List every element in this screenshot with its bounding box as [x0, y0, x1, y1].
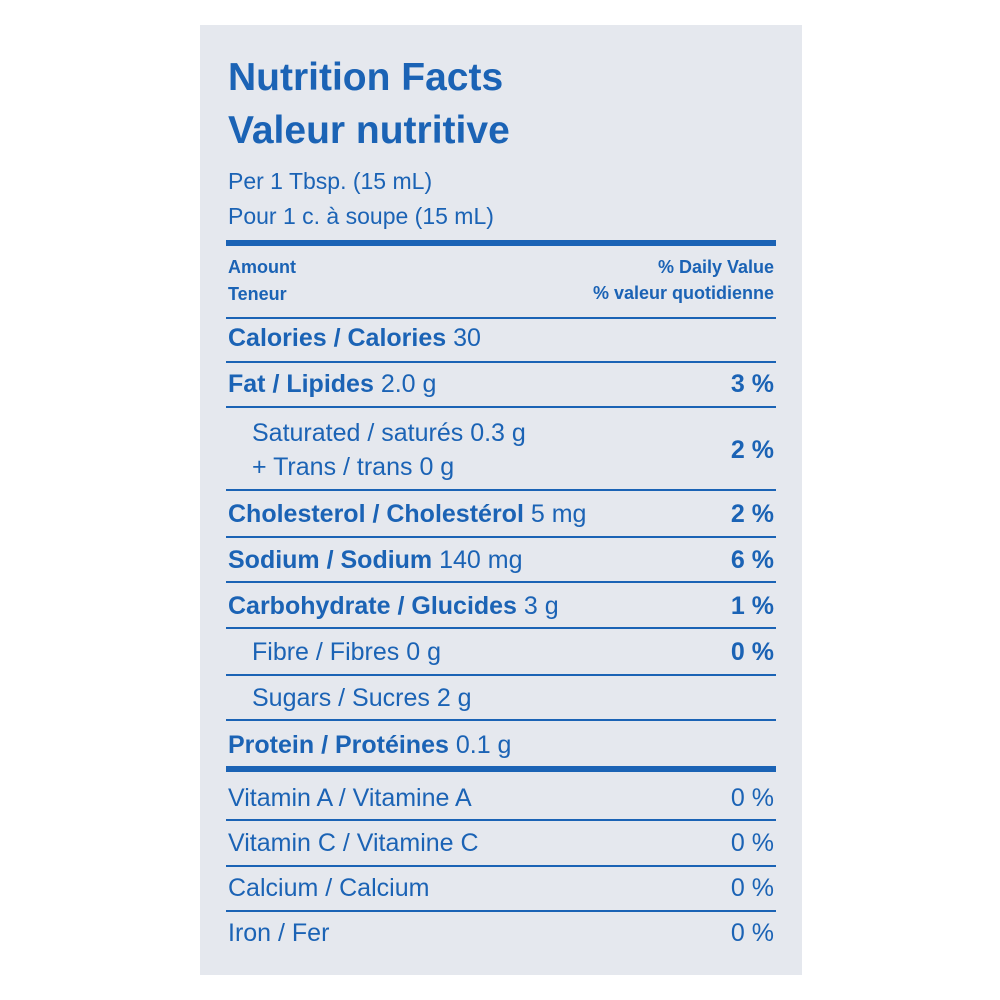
text: Saturated / saturés: [252, 419, 464, 447]
column-header: Teneur: [228, 284, 287, 304]
rule: [226, 766, 776, 772]
rule: [226, 819, 776, 821]
text: Sugars / Sucres: [252, 684, 430, 712]
rule: [226, 406, 776, 408]
serving: Per 1 Tbsp. (15 mL): [228, 168, 433, 194]
daily-value: 0 %: [730, 784, 774, 812]
text: 140 mg: [439, 546, 523, 574]
daily-value: 6 %: [730, 546, 774, 574]
text: Fat / Lipides: [228, 370, 374, 398]
daily-value: 0 %: [730, 874, 774, 902]
daily-value: 3 %: [730, 370, 774, 398]
nutrient: Carbohydrate / Glucides 3 g: [228, 590, 559, 622]
column-header: % valeur quotidienne: [592, 283, 774, 303]
daily-value: 0 %: [730, 638, 774, 666]
text: 0.1 g: [455, 731, 512, 759]
daily-value: 1 %: [730, 592, 774, 620]
daily-value: 0 %: [730, 829, 774, 857]
text: Carbohydrate / Glucides: [228, 592, 517, 620]
daily-value: 2 %: [730, 436, 774, 464]
nutrient: Saturated / saturés 0.3 g: [252, 417, 526, 449]
nutrition-label: Nutrition Facts Valeur nutritive Per 1 T…: [200, 25, 802, 975]
text: + Trans / trans: [252, 453, 413, 481]
rule: [226, 581, 776, 583]
rule: [226, 536, 776, 538]
rule: [226, 317, 776, 319]
column-header: Amount: [228, 257, 296, 277]
text: 0 g: [419, 453, 455, 481]
nutrient: + Trans / trans 0 g: [252, 451, 454, 483]
rule: [226, 674, 776, 676]
serving: Pour 1 c. à soupe (15 mL): [228, 203, 494, 229]
vitamin: Iron / Fer: [228, 919, 330, 947]
vitamin: Vitamin A / Vitamine A: [228, 784, 472, 812]
rule: [226, 719, 776, 721]
nutrient: Fat / Lipides 2.0 g: [228, 368, 436, 400]
nutrient: Fibre / Fibres 0 g: [252, 636, 441, 668]
rule: [226, 627, 776, 629]
nutrient: Sodium / Sodium 140 mg: [228, 544, 523, 576]
text: 30: [453, 324, 481, 352]
text: 0 g: [406, 638, 441, 666]
title: Nutrition Facts: [228, 56, 504, 99]
text: Cholesterol / Cholestérol: [228, 500, 524, 528]
rule: [226, 361, 776, 363]
rule: [226, 910, 776, 912]
text: Calories / Calories: [228, 324, 447, 352]
vitamin: Vitamin C / Vitamine C: [228, 829, 479, 857]
rule: [226, 240, 776, 246]
daily-value: 0 %: [730, 919, 774, 947]
text: 2 g: [436, 684, 472, 712]
title: Valeur nutritive: [228, 109, 510, 152]
nutrient: Sugars / Sucres 2 g: [252, 682, 472, 714]
text: 2.0 g: [380, 370, 437, 398]
nutrient: Protein / Protéines 0.1 g: [228, 729, 511, 761]
text: 3 g: [523, 592, 559, 620]
column-header: % Daily Value: [657, 257, 774, 277]
text: Protein / Protéines: [228, 731, 449, 759]
rule: [226, 489, 776, 491]
daily-value: 2 %: [730, 500, 774, 528]
text: Fibre / Fibres: [252, 638, 400, 666]
nutrient: Calories / Calories 30: [228, 322, 481, 354]
text: 5 mg: [530, 500, 587, 528]
vitamin: Calcium / Calcium: [228, 874, 430, 902]
rule: [226, 865, 776, 867]
text: Sodium / Sodium: [228, 546, 433, 574]
text: 0.3 g: [470, 419, 526, 447]
nutrient: Cholesterol / Cholestérol 5 mg: [228, 498, 586, 530]
